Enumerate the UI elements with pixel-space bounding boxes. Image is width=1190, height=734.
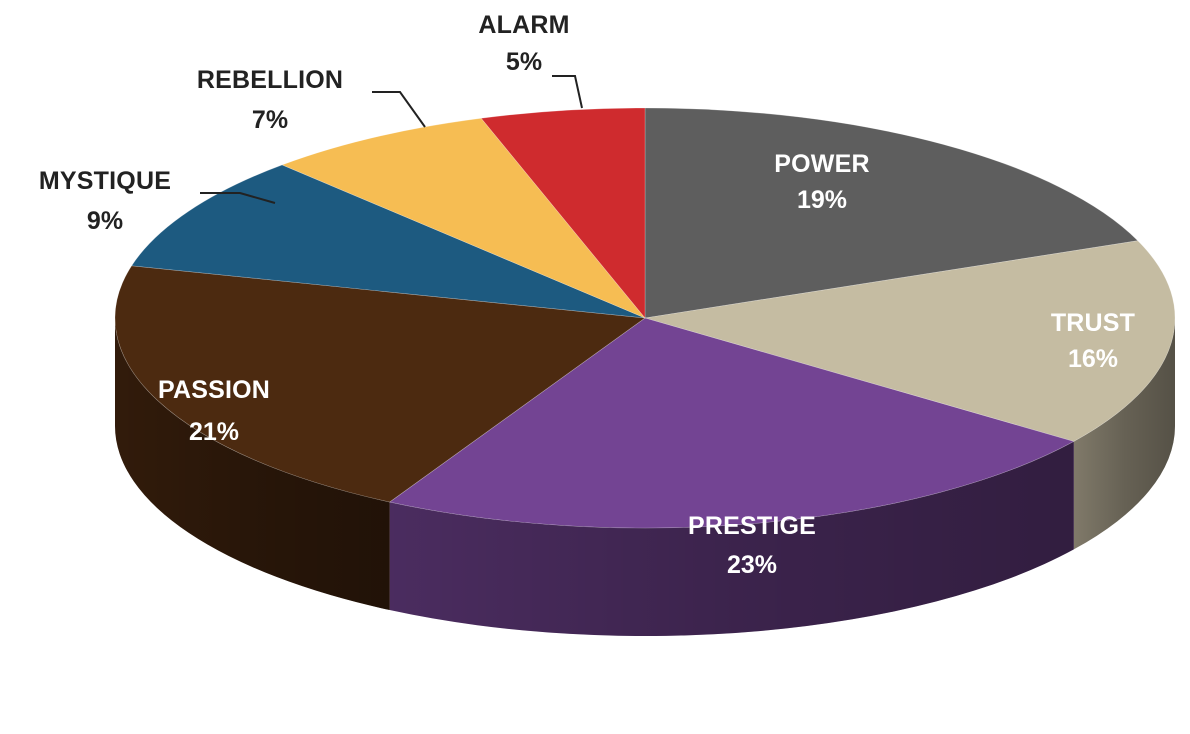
slice-label-trust: TRUST	[1051, 309, 1135, 337]
pie-slice-alarm	[480, 107, 646, 319]
slice-value-mystique: 9%	[87, 207, 123, 235]
slice-label-passion: PASSION	[158, 376, 270, 404]
pie-slice-power	[644, 107, 1139, 319]
slice-label-prestige: PRESTIGE	[688, 512, 816, 540]
slice-value-trust: 16%	[1068, 345, 1118, 373]
leader-lines	[200, 75, 583, 204]
leader-line-mystique	[200, 192, 276, 204]
slice-value-alarm: 5%	[506, 48, 542, 76]
pie-side-shade-passion	[115, 318, 390, 611]
slice-label-mystique: MYSTIQUE	[39, 167, 171, 195]
leader-line-alarm	[552, 75, 583, 109]
slice-value-passion: 21%	[189, 418, 239, 446]
pie-side-shade-trust	[1073, 318, 1175, 550]
pie-top-faces	[114, 107, 1176, 529]
slice-label-alarm: ALARM	[478, 11, 569, 39]
slice-value-rebellion: 7%	[252, 106, 288, 134]
slice-labels: POWER 19% TRUST 16% PRESTIGE 23% PASSION 21% MYS…	[39, 11, 1135, 579]
slice-value-power: 19%	[797, 186, 847, 214]
pie-slice-prestige	[388, 317, 1075, 529]
pie-slice-trust	[644, 240, 1176, 442]
pie-slice-passion	[114, 265, 646, 503]
leader-line-rebellion	[372, 91, 426, 128]
slice-label-rebellion: REBELLION	[197, 66, 343, 94]
pie-slice-mystique	[131, 164, 646, 319]
slice-label-power: POWER	[774, 150, 869, 178]
pie-side-shade-prestige	[389, 441, 1074, 636]
pie-slice-rebellion	[281, 117, 646, 319]
pie-side-walls	[115, 318, 1175, 636]
slice-value-prestige: 23%	[727, 551, 777, 579]
